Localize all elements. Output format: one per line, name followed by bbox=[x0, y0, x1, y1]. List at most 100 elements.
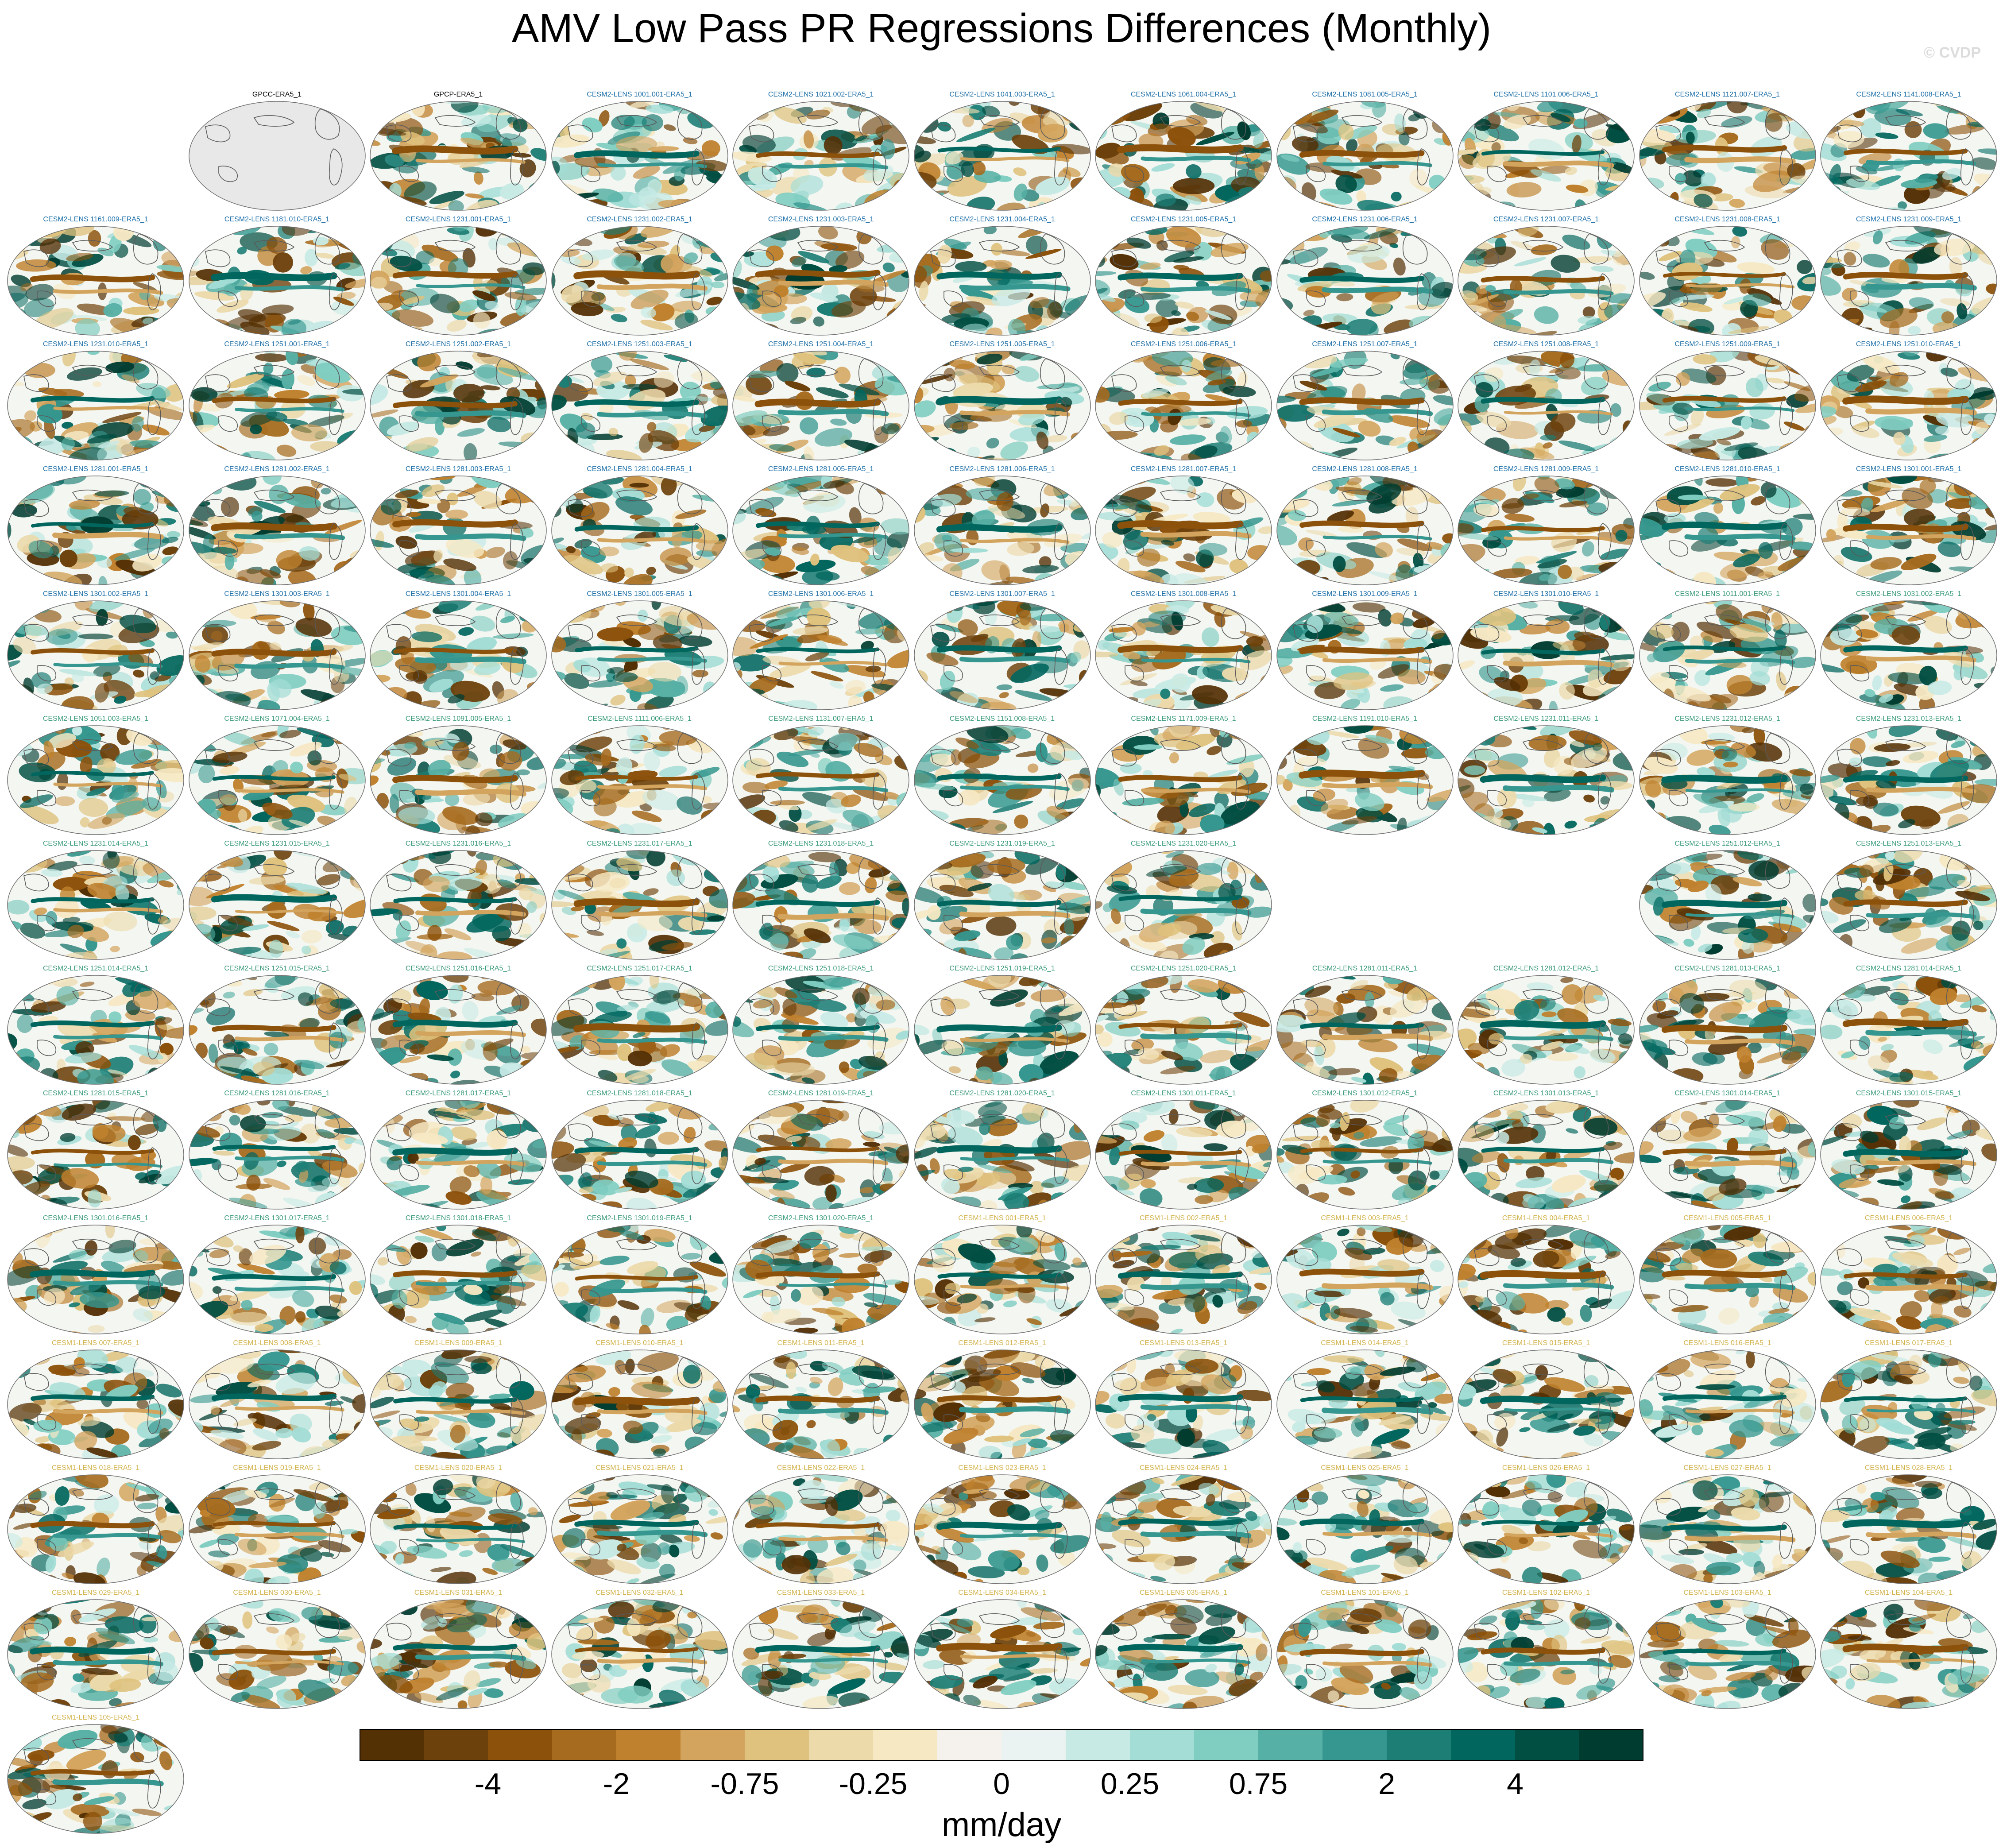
map-panel: CESM2-LENS 1301.008-ERA5_1 bbox=[1093, 590, 1274, 712]
regression-map bbox=[1639, 476, 1816, 585]
map-panel: CESM2-LENS 1251.015-ERA5_1 bbox=[187, 964, 367, 1086]
map-panel-title: CESM1-LENS 003-ERA5_1 bbox=[1321, 1214, 1409, 1222]
map-panel: CESM2-LENS 1281.018-ERA5_1 bbox=[549, 1089, 730, 1211]
map-panel-title: GPCP-ERA5_1 bbox=[433, 91, 483, 98]
regression-map bbox=[7, 226, 184, 336]
map-panel: CESM1-LENS 001-ERA5_1 bbox=[912, 1214, 1093, 1336]
figure-title: AMV Low Pass PR Regressions Differences … bbox=[511, 6, 1492, 51]
map-panel: CESM2-LENS 1091.005-ERA5_1 bbox=[368, 715, 549, 837]
map-panel-title: CESM2-LENS 1251.002-ERA5_1 bbox=[405, 340, 511, 348]
regression-map bbox=[1639, 351, 1816, 460]
map-panel: CESM2-LENS 1151.008-ERA5_1 bbox=[912, 715, 1093, 837]
map-panel: CESM2-LENS 1231.012-ERA5_1 bbox=[1637, 715, 1818, 837]
map-panel: CESM2-LENS 1301.007-ERA5_1 bbox=[912, 590, 1093, 712]
regression-map bbox=[913, 351, 1091, 460]
regression-map bbox=[1276, 1349, 1454, 1459]
map-panel-title: CESM2-LENS 1021.002-ERA5_1 bbox=[768, 91, 874, 98]
map-panel-title: CESM2-LENS 1301.004-ERA5_1 bbox=[405, 590, 511, 598]
map-panel-title: CESM2-LENS 1301.009-ERA5_1 bbox=[1312, 590, 1418, 598]
map-panel-title: CESM1-LENS 023-ERA5_1 bbox=[958, 1464, 1046, 1472]
colorbar-swatch bbox=[681, 1729, 745, 1761]
colorbar-swatch bbox=[424, 1729, 488, 1761]
map-panel: CESM2-LENS 1231.004-ERA5_1 bbox=[912, 215, 1093, 337]
map-panel-title: CESM2-LENS 1301.007-ERA5_1 bbox=[949, 590, 1055, 598]
map-panel: CESM1-LENS 012-ERA5_1 bbox=[912, 1339, 1093, 1461]
map-panel-title: CESM1-LENS 025-ERA5_1 bbox=[1321, 1464, 1409, 1472]
regression-map bbox=[7, 351, 184, 460]
regression-map bbox=[1458, 600, 1635, 710]
map-panel: CESM2-LENS 1231.014-ERA5_1 bbox=[5, 839, 186, 962]
regression-map bbox=[732, 1349, 909, 1459]
regression-map bbox=[1639, 1474, 1816, 1584]
map-panel-title: CESM2-LENS 1131.007-ERA5_1 bbox=[768, 715, 874, 723]
map-panel-title: CESM2-LENS 1251.018-ERA5_1 bbox=[768, 965, 874, 972]
map-panel-title: GPCC-ERA5_1 bbox=[252, 91, 302, 98]
map-panel-title: CESM2-LENS 1091.005-ERA5_1 bbox=[405, 715, 511, 723]
map-panel: CESM1-LENS 026-ERA5_1 bbox=[1456, 1464, 1636, 1586]
map-panel: CESM2-LENS 1161.009-ERA5_1 bbox=[5, 215, 186, 337]
regression-map bbox=[1639, 1225, 1816, 1334]
regression-map bbox=[188, 850, 366, 960]
map-panel-title: CESM1-LENS 010-ERA5_1 bbox=[595, 1339, 684, 1347]
regression-map bbox=[732, 351, 909, 460]
colorbar bbox=[360, 1729, 1643, 1761]
map-panel-title: CESM1-LENS 035-ERA5_1 bbox=[1139, 1589, 1228, 1597]
map-panel: CESM2-LENS 1301.001-ERA5_1 bbox=[1818, 465, 1999, 587]
map-panel: CESM2-LENS 1281.010-ERA5_1 bbox=[1637, 465, 1818, 587]
regression-map bbox=[370, 1349, 547, 1459]
map-panel: CESM2-LENS 1111.006-ERA5_1 bbox=[549, 715, 730, 837]
map-panel-title: CESM2-LENS 1281.012-ERA5_1 bbox=[1493, 965, 1599, 972]
map-panel-title: CESM2-LENS 1301.008-ERA5_1 bbox=[1130, 590, 1237, 598]
map-panel: CESM2-LENS 1281.007-ERA5_1 bbox=[1093, 465, 1274, 587]
map-panel: CESM1-LENS 031-ERA5_1 bbox=[368, 1589, 549, 1711]
regression-map bbox=[7, 1349, 184, 1459]
map-panel-title: CESM2-LENS 1281.001-ERA5_1 bbox=[43, 465, 149, 473]
regression-map bbox=[732, 1474, 909, 1584]
regression-map bbox=[1276, 975, 1454, 1085]
map-panel-title: CESM2-LENS 1281.005-ERA5_1 bbox=[768, 465, 874, 473]
map-panel: CESM2-LENS 1251.019-ERA5_1 bbox=[912, 964, 1093, 1086]
regression-map bbox=[732, 1225, 909, 1334]
colorbar-swatch bbox=[488, 1729, 553, 1761]
regression-map bbox=[913, 1474, 1091, 1584]
map-panel-title: CESM2-LENS 1231.011-ERA5_1 bbox=[1493, 715, 1599, 723]
map-panel: CESM2-LENS 1281.020-ERA5_1 bbox=[912, 1089, 1093, 1211]
map-panel-title: CESM1-LENS 007-ERA5_1 bbox=[51, 1339, 140, 1347]
regression-map bbox=[1095, 1100, 1272, 1210]
regression-map bbox=[913, 1225, 1091, 1334]
regression-map bbox=[551, 1349, 728, 1459]
regression-map bbox=[1639, 101, 1816, 211]
map-panel-title: CESM2-LENS 1251.006-ERA5_1 bbox=[1130, 340, 1237, 348]
map-panel: CESM2-LENS 1251.018-ERA5_1 bbox=[731, 964, 911, 1086]
map-panel: CESM2-LENS 1251.001-ERA5_1 bbox=[187, 340, 367, 462]
regression-map bbox=[732, 725, 909, 835]
colorbar-tick-label: 0.75 bbox=[1229, 1767, 1288, 1801]
map-panel-title: CESM2-LENS 1281.004-ERA5_1 bbox=[587, 465, 692, 473]
regression-map bbox=[1820, 101, 1997, 211]
map-panel: CESM1-LENS 009-ERA5_1 bbox=[368, 1339, 549, 1461]
regression-map bbox=[1276, 600, 1454, 710]
regression-map bbox=[1458, 1225, 1635, 1334]
map-panel-title: CESM2-LENS 1301.003-ERA5_1 bbox=[224, 590, 330, 598]
regression-map bbox=[188, 351, 366, 460]
regression-map bbox=[913, 850, 1091, 960]
map-panel: CESM2-LENS 1061.004-ERA5_1 bbox=[1093, 90, 1274, 213]
map-panel-title: CESM2-LENS 1231.014-ERA5_1 bbox=[43, 840, 149, 847]
regression-map bbox=[732, 850, 909, 960]
map-panel: CESM2-LENS 1281.005-ERA5_1 bbox=[731, 465, 911, 587]
map-panel-title: CESM2-LENS 1281.013-ERA5_1 bbox=[1674, 965, 1780, 972]
map-panel-title: CESM1-LENS 014-ERA5_1 bbox=[1321, 1339, 1409, 1347]
map-panel-title: CESM2-LENS 1231.004-ERA5_1 bbox=[949, 216, 1055, 223]
map-panel-title: CESM2-LENS 1301.014-ERA5_1 bbox=[1674, 1090, 1780, 1097]
map-panel-title: CESM2-LENS 1251.001-ERA5_1 bbox=[224, 340, 330, 348]
map-panel: CESM2-LENS 1231.011-ERA5_1 bbox=[1456, 715, 1636, 837]
map-panel: CESM2-LENS 1041.003-ERA5_1 bbox=[912, 90, 1093, 213]
regression-map bbox=[188, 1599, 366, 1709]
map-panel: CESM2-LENS 1301.019-ERA5_1 bbox=[549, 1214, 730, 1336]
regression-map bbox=[913, 226, 1091, 336]
map-panel: CESM1-LENS 033-ERA5_1 bbox=[731, 1589, 911, 1711]
map-panel-title: CESM1-LENS 021-ERA5_1 bbox=[595, 1464, 684, 1472]
map-panel: GPCP-ERA5_1 bbox=[368, 90, 549, 213]
regression-map bbox=[551, 850, 728, 960]
map-panel: CESM1-LENS 034-ERA5_1 bbox=[912, 1589, 1093, 1711]
